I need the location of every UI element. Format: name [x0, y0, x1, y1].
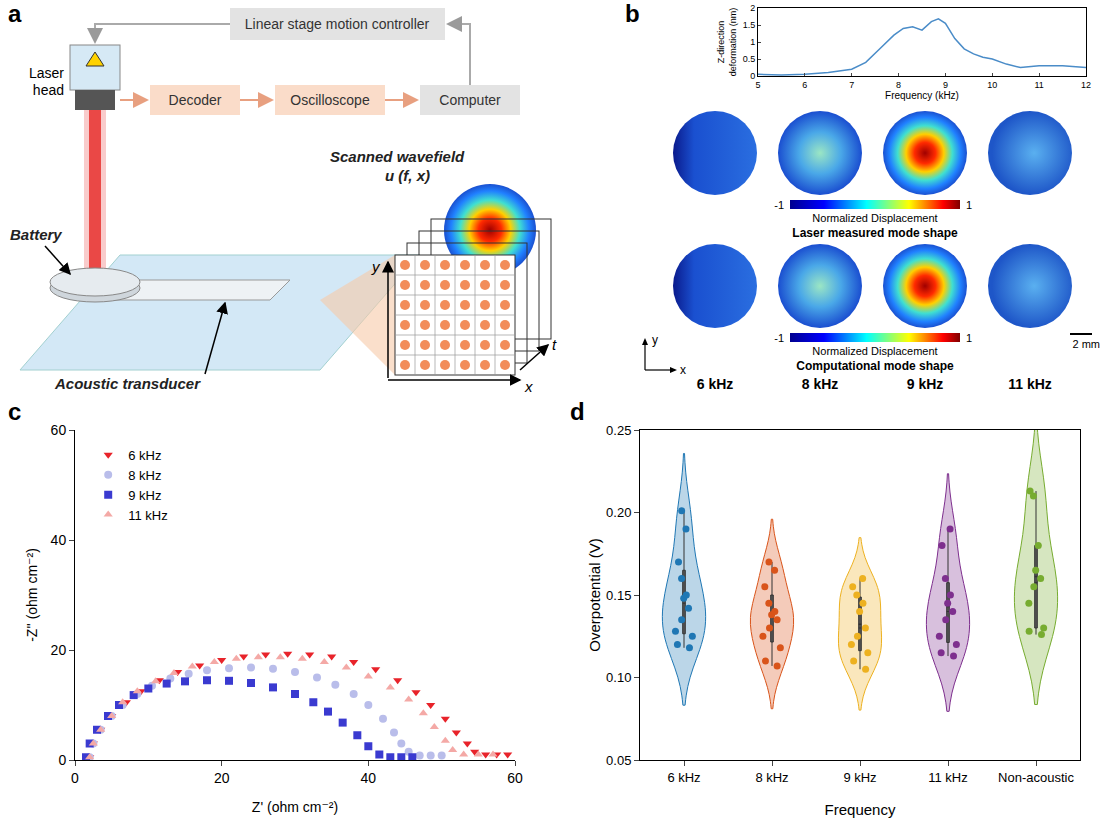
svg-text:Decoder: Decoder	[169, 92, 222, 108]
svg-text:7: 7	[849, 80, 854, 90]
svg-text:y: y	[371, 258, 381, 275]
svg-text:1: 1	[966, 199, 972, 211]
svg-text:9 kHz: 9 kHz	[128, 488, 161, 503]
svg-text:Z-directiondeformation (nm): Z-directiondeformation (nm)	[716, 8, 738, 77]
html-text:b: b	[625, 0, 640, 27]
svg-text:Laser measured mode shape: Laser measured mode shape	[792, 226, 958, 240]
svg-text:9: 9	[943, 80, 948, 90]
svg-text:8: 8	[896, 80, 901, 90]
svg-text:8 kHz: 8 kHz	[755, 770, 788, 785]
svg-text:40: 40	[51, 532, 67, 548]
svg-text:0: 0	[58, 752, 66, 768]
svg-text:12: 12	[1081, 80, 1091, 90]
svg-text:1: 1	[966, 332, 972, 344]
svg-text:Z' (ohm cm⁻²): Z' (ohm cm⁻²)	[252, 799, 338, 815]
svg-text:head: head	[33, 82, 64, 98]
svg-text:0.20: 0.20	[606, 505, 631, 520]
svg-text:6 kHz: 6 kHz	[128, 448, 161, 463]
svg-text:0: 0	[750, 71, 755, 81]
svg-text:Oscilloscope: Oscilloscope	[290, 92, 370, 108]
html-text:c: c	[8, 398, 22, 425]
svg-text:Normalized Displacement: Normalized Displacement	[812, 345, 937, 357]
svg-text:t: t	[552, 336, 557, 353]
svg-text:Computer: Computer	[439, 92, 501, 108]
svg-text:Overpotential (V): Overpotential (V)	[586, 538, 603, 651]
svg-text:11 kHz: 11 kHz	[128, 508, 168, 523]
svg-text:1: 1	[750, 37, 755, 47]
svg-text:20: 20	[51, 642, 67, 658]
svg-text:Computational mode shape: Computational mode shape	[796, 359, 954, 373]
svg-text:9 kHz: 9 kHz	[907, 376, 944, 392]
svg-text:0.25: 0.25	[606, 423, 631, 438]
svg-text:-Z'' (ohm cm⁻²): -Z'' (ohm cm⁻²)	[24, 548, 40, 642]
svg-text:0: 0	[71, 770, 79, 786]
svg-text:-1: -1	[774, 199, 784, 211]
svg-text:x: x	[680, 363, 686, 377]
svg-text:0.15: 0.15	[606, 588, 631, 603]
svg-text:Frequency: Frequency	[825, 801, 896, 818]
html-text:a: a	[8, 0, 22, 27]
svg-text:-1: -1	[774, 332, 784, 344]
svg-text:Battery: Battery	[10, 226, 62, 243]
svg-text:Non-acoustic: Non-acoustic	[998, 770, 1074, 785]
svg-text:6 kHz: 6 kHz	[667, 770, 700, 785]
svg-text:2 mm: 2 mm	[1073, 338, 1101, 350]
svg-text:8 kHz: 8 kHz	[802, 376, 839, 392]
svg-text:Frequency (kHz): Frequency (kHz)	[885, 90, 959, 101]
svg-text:60: 60	[507, 770, 523, 786]
svg-text:0.10: 0.10	[606, 670, 631, 685]
svg-text:Normalized Displacement: Normalized Displacement	[812, 212, 937, 224]
svg-text:Scanned wavefield: Scanned wavefield	[330, 148, 465, 165]
svg-text:0.05: 0.05	[606, 753, 631, 768]
svg-text:1.5: 1.5	[743, 20, 756, 30]
svg-text:8 kHz: 8 kHz	[128, 468, 161, 483]
svg-text:20: 20	[214, 770, 230, 786]
svg-text:Linear stage motion controller: Linear stage motion controller	[245, 16, 430, 32]
svg-text:11: 11	[1034, 80, 1043, 90]
svg-text:11 kHz: 11 kHz	[928, 770, 968, 785]
svg-text:10: 10	[987, 80, 997, 90]
svg-text:Acoustic transducer: Acoustic transducer	[54, 375, 201, 392]
svg-text:6 kHz: 6 kHz	[697, 376, 734, 392]
svg-text:Laser: Laser	[29, 65, 64, 81]
html-text:d: d	[570, 398, 585, 425]
svg-text:2: 2	[750, 3, 755, 13]
svg-text:y: y	[652, 333, 658, 347]
svg-text:x: x	[524, 378, 533, 395]
svg-text:40: 40	[361, 770, 377, 786]
svg-text:u (f, x): u (f, x)	[385, 167, 430, 184]
svg-text:6: 6	[802, 80, 807, 90]
svg-text:0.5: 0.5	[743, 54, 756, 64]
svg-text:11 kHz: 11 kHz	[1008, 376, 1052, 392]
svg-text:5: 5	[755, 80, 760, 90]
svg-text:9 kHz: 9 kHz	[843, 770, 876, 785]
svg-text:60: 60	[51, 422, 67, 438]
